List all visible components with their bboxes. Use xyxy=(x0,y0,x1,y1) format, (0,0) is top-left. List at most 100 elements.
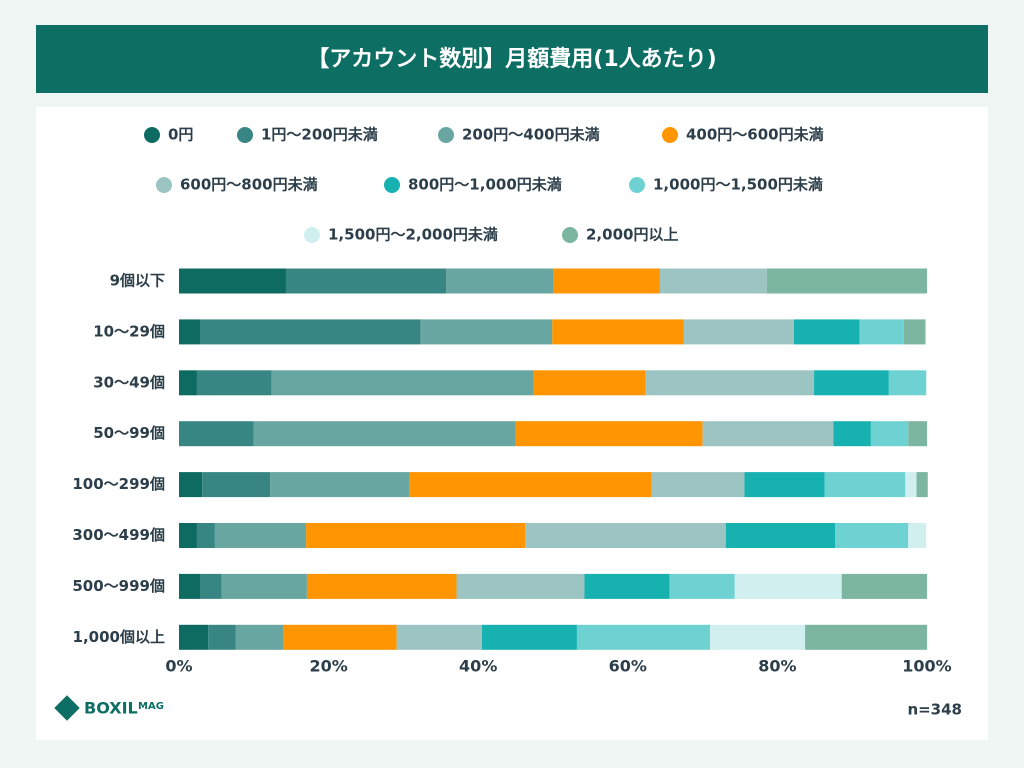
bar-segment xyxy=(841,573,927,599)
legend-label: 600円～800円未満 xyxy=(180,176,318,194)
sample-note: n=348 xyxy=(907,701,962,719)
x-tick-label: 20% xyxy=(309,657,347,676)
bar-segment xyxy=(179,421,254,447)
bar-segment xyxy=(253,421,516,447)
bar-segment xyxy=(179,370,197,396)
y-tick-label: 50～99個 xyxy=(93,424,165,442)
bar-segment xyxy=(859,319,904,345)
bar-segment xyxy=(710,624,806,650)
bar-segment xyxy=(903,319,926,345)
bar-segment xyxy=(208,624,236,650)
y-tick-label: 100～299個 xyxy=(72,475,165,493)
bar-segment xyxy=(908,421,927,447)
bar-segment xyxy=(908,523,927,548)
y-tick-label: 30～49個 xyxy=(93,373,165,391)
bar-segment xyxy=(200,573,222,599)
y-tick-label: 10～29個 xyxy=(93,322,165,340)
bar-segment xyxy=(409,472,652,498)
bar-segment xyxy=(888,370,927,396)
legend-marker xyxy=(384,177,400,193)
title-bar xyxy=(36,25,988,93)
legend-marker xyxy=(562,227,578,243)
bar-segment xyxy=(814,370,889,396)
bar-segment xyxy=(515,421,703,447)
x-tick-label: 60% xyxy=(609,657,647,676)
legend-label: 200円～400円未満 xyxy=(462,126,600,144)
bar-segment xyxy=(916,472,928,498)
bar-segment xyxy=(306,523,526,548)
bar-segment xyxy=(179,523,197,548)
legend-marker xyxy=(304,227,320,243)
bar-segment xyxy=(725,523,835,548)
bar-segment xyxy=(196,370,272,396)
bar-segment xyxy=(196,523,215,548)
bar-segment xyxy=(420,319,553,345)
bar-segment xyxy=(905,472,917,498)
chart-title: 【アカウント数別】月額費用(1人あたり) xyxy=(307,46,716,72)
bar-segment xyxy=(179,268,286,294)
bar-segment xyxy=(553,268,660,294)
bar-segment xyxy=(744,472,825,498)
x-tick-label: 40% xyxy=(459,657,497,676)
legend-marker xyxy=(438,127,454,143)
legend-label: 0円 xyxy=(168,126,193,144)
bar-segment xyxy=(270,472,410,498)
x-tick-label: 0% xyxy=(165,657,192,676)
bar-segment xyxy=(179,472,203,498)
bar-segment xyxy=(179,624,209,650)
legend-marker xyxy=(237,127,253,143)
bar-segment xyxy=(824,472,906,498)
bar-segment xyxy=(202,472,271,498)
y-tick-label: 1,000個以上 xyxy=(73,628,165,646)
legend-label: 2,000円以上 xyxy=(586,226,678,244)
logo-icon xyxy=(54,695,80,721)
legend-marker xyxy=(156,177,172,193)
legend-marker xyxy=(629,177,645,193)
bar-segment xyxy=(221,573,307,599)
bar-segment xyxy=(584,573,670,599)
bar-segment xyxy=(576,624,711,650)
logo-text: BOXIL xyxy=(84,699,138,718)
bar-segment xyxy=(285,268,447,294)
legend-marker xyxy=(662,127,678,143)
bar-segment xyxy=(552,319,684,345)
bar-segment xyxy=(833,421,871,447)
bar-segment xyxy=(702,421,834,447)
bar-segment xyxy=(533,370,646,396)
bar-segment xyxy=(235,624,283,650)
legend-label: 400円～600円未満 xyxy=(686,126,824,144)
bar-segment xyxy=(306,573,457,599)
legend-label: 1,000円～1,500円未満 xyxy=(653,176,823,194)
x-tick-label: 80% xyxy=(758,657,796,676)
y-tick-label: 9個以下 xyxy=(110,272,165,290)
y-tick-label: 300～499個 xyxy=(72,526,165,544)
bar-segment xyxy=(179,573,201,599)
legend-marker xyxy=(144,127,160,143)
bar-segment xyxy=(683,319,794,345)
bar-segment xyxy=(456,573,585,599)
logo-badge: MAG xyxy=(138,701,164,712)
bar-segment xyxy=(645,370,815,396)
legend-label: 1円～200円未満 xyxy=(261,126,378,144)
bar-segment xyxy=(651,472,745,498)
bar-segment xyxy=(805,624,927,650)
bar-segment xyxy=(525,523,726,548)
bar-segment xyxy=(396,624,482,650)
bar-segment xyxy=(179,319,201,345)
bar-segment xyxy=(870,421,909,447)
bar-segment xyxy=(446,268,553,294)
bar-segment xyxy=(659,268,767,294)
legend-label: 800円～1,000円未満 xyxy=(408,176,562,194)
bar-segment xyxy=(200,319,421,345)
bar-segment xyxy=(793,319,860,345)
y-tick-label: 500～999個 xyxy=(72,577,165,595)
bar-segment xyxy=(481,624,577,650)
bar-segment xyxy=(669,573,735,599)
bar-segment xyxy=(834,523,909,548)
bar-segment xyxy=(271,370,534,396)
logo: BOXIL MAG xyxy=(54,695,164,721)
bar-segment xyxy=(766,268,927,294)
bar-segment xyxy=(734,573,842,599)
x-tick-label: 100% xyxy=(902,657,951,676)
